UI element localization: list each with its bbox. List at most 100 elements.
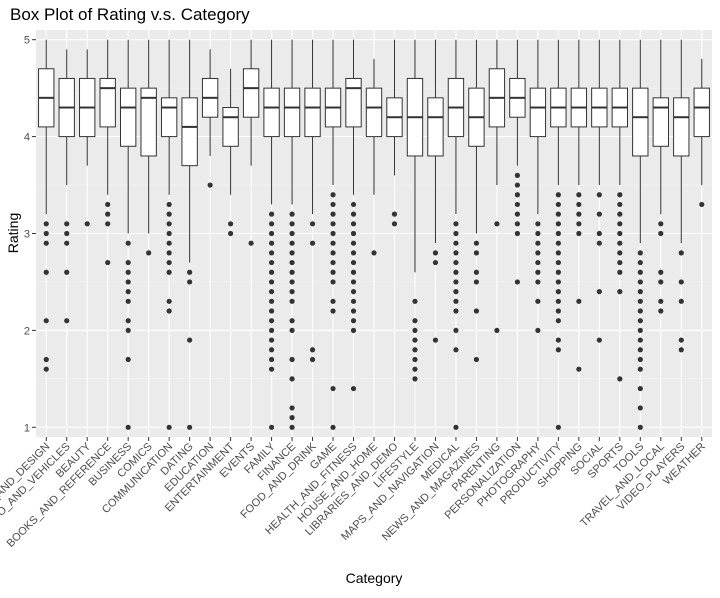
- outlier-point: [350, 279, 357, 285]
- outlier-point: [350, 201, 357, 208]
- outlier-point: [412, 318, 418, 324]
- y-axis-title: Rating: [5, 213, 21, 253]
- outlier-point: [228, 221, 234, 227]
- outlier-point: [678, 279, 684, 285]
- box-lifestyle: [406, 39, 424, 382]
- outlier-point: [330, 201, 336, 208]
- outlier-point: [289, 250, 295, 256]
- outlier-point: [596, 337, 602, 343]
- outlier-point: [473, 269, 480, 275]
- outlier-point: [289, 211, 295, 217]
- outlier-point: [555, 259, 561, 266]
- outlier-point: [330, 211, 336, 217]
- box-body: [632, 87, 649, 157]
- outlier-point: [166, 250, 172, 256]
- outlier-point: [637, 385, 643, 392]
- outlier-point: [637, 259, 643, 266]
- outlier-point: [432, 337, 439, 343]
- outlier-point: [617, 289, 623, 295]
- box-food-and-drink: [304, 39, 321, 363]
- outlier-point: [105, 221, 111, 227]
- outlier-point: [453, 424, 459, 430]
- outlier-point: [555, 211, 561, 217]
- outlier-point: [105, 211, 111, 217]
- outlier-point: [453, 259, 459, 266]
- outlier-point: [43, 366, 49, 372]
- outlier-point: [105, 201, 111, 208]
- outlier-point: [514, 192, 520, 198]
- outlier-point: [617, 259, 623, 266]
- outlier-point: [166, 230, 172, 237]
- box-maps-and-navigation: [427, 39, 444, 343]
- box-social: [591, 39, 608, 343]
- outlier-point: [268, 250, 275, 256]
- box-communication: [160, 39, 178, 430]
- outlier-point: [617, 211, 623, 217]
- outlier-point: [555, 250, 561, 256]
- outlier-point: [289, 259, 295, 266]
- outlier-point: [535, 269, 541, 275]
- outlier-point: [555, 279, 561, 285]
- outlier-point: [350, 269, 357, 275]
- outlier-point: [125, 289, 131, 295]
- outlier-point: [637, 269, 643, 275]
- outlier-point: [330, 230, 336, 237]
- outlier-point: [207, 182, 213, 188]
- chart-title: Box Plot of Rating v.s. Category: [10, 5, 250, 24]
- box-family: [263, 39, 280, 430]
- box-entertainment: [222, 68, 239, 237]
- outlier-point: [535, 259, 541, 266]
- outlier-point: [166, 424, 172, 430]
- outlier-point: [576, 298, 582, 304]
- box-body: [160, 97, 178, 138]
- outlier-point: [268, 347, 275, 353]
- outlier-point: [555, 230, 561, 237]
- outlier-point: [64, 269, 70, 275]
- box-travel-and-local: [652, 39, 669, 314]
- outlier-point: [43, 230, 49, 237]
- outlier-point: [658, 230, 664, 237]
- outlier-point: [637, 424, 643, 430]
- outlier-point: [453, 250, 459, 256]
- outlier-point: [350, 240, 357, 246]
- y-tick-label: 1: [24, 422, 30, 434]
- outlier-point: [596, 289, 602, 295]
- outlier-point: [268, 269, 275, 275]
- outlier-point: [289, 279, 295, 285]
- outlier-point: [637, 405, 643, 411]
- outlier-point: [617, 376, 623, 382]
- outlier-point: [166, 201, 172, 208]
- outlier-point: [637, 347, 643, 353]
- outlier-point: [43, 356, 49, 363]
- outlier-point: [350, 318, 357, 324]
- outlier-point: [350, 327, 357, 334]
- outlier-point: [84, 221, 90, 227]
- outlier-point: [330, 192, 336, 198]
- outlier-point: [268, 424, 275, 430]
- outlier-point: [187, 279, 193, 285]
- outlier-point: [453, 347, 459, 353]
- outlier-point: [637, 279, 643, 285]
- outlier-point: [146, 250, 152, 256]
- outlier-point: [555, 201, 561, 208]
- outlier-point: [350, 308, 357, 314]
- outlier-point: [289, 269, 295, 275]
- box-body: [365, 87, 383, 138]
- outlier-point: [187, 424, 193, 430]
- box-body: [673, 97, 690, 157]
- outlier-point: [330, 221, 336, 227]
- box-body: [345, 77, 362, 128]
- outlier-point: [350, 250, 357, 256]
- box-body: [242, 68, 260, 118]
- box-education: [201, 49, 219, 188]
- y-tick-label: 4: [24, 132, 30, 144]
- y-axis: 1 2 3 4 5: [24, 35, 36, 434]
- outlier-point: [350, 259, 357, 266]
- outlier-point: [535, 250, 541, 256]
- outlier-point: [289, 376, 295, 382]
- outlier-point: [514, 221, 520, 227]
- x-axis: ART_AND_DESIGNAUTO_AND_VEHICLESBEAUTYBOO…: [0, 437, 708, 550]
- outlier-point: [494, 221, 500, 227]
- outlier-point: [289, 298, 295, 304]
